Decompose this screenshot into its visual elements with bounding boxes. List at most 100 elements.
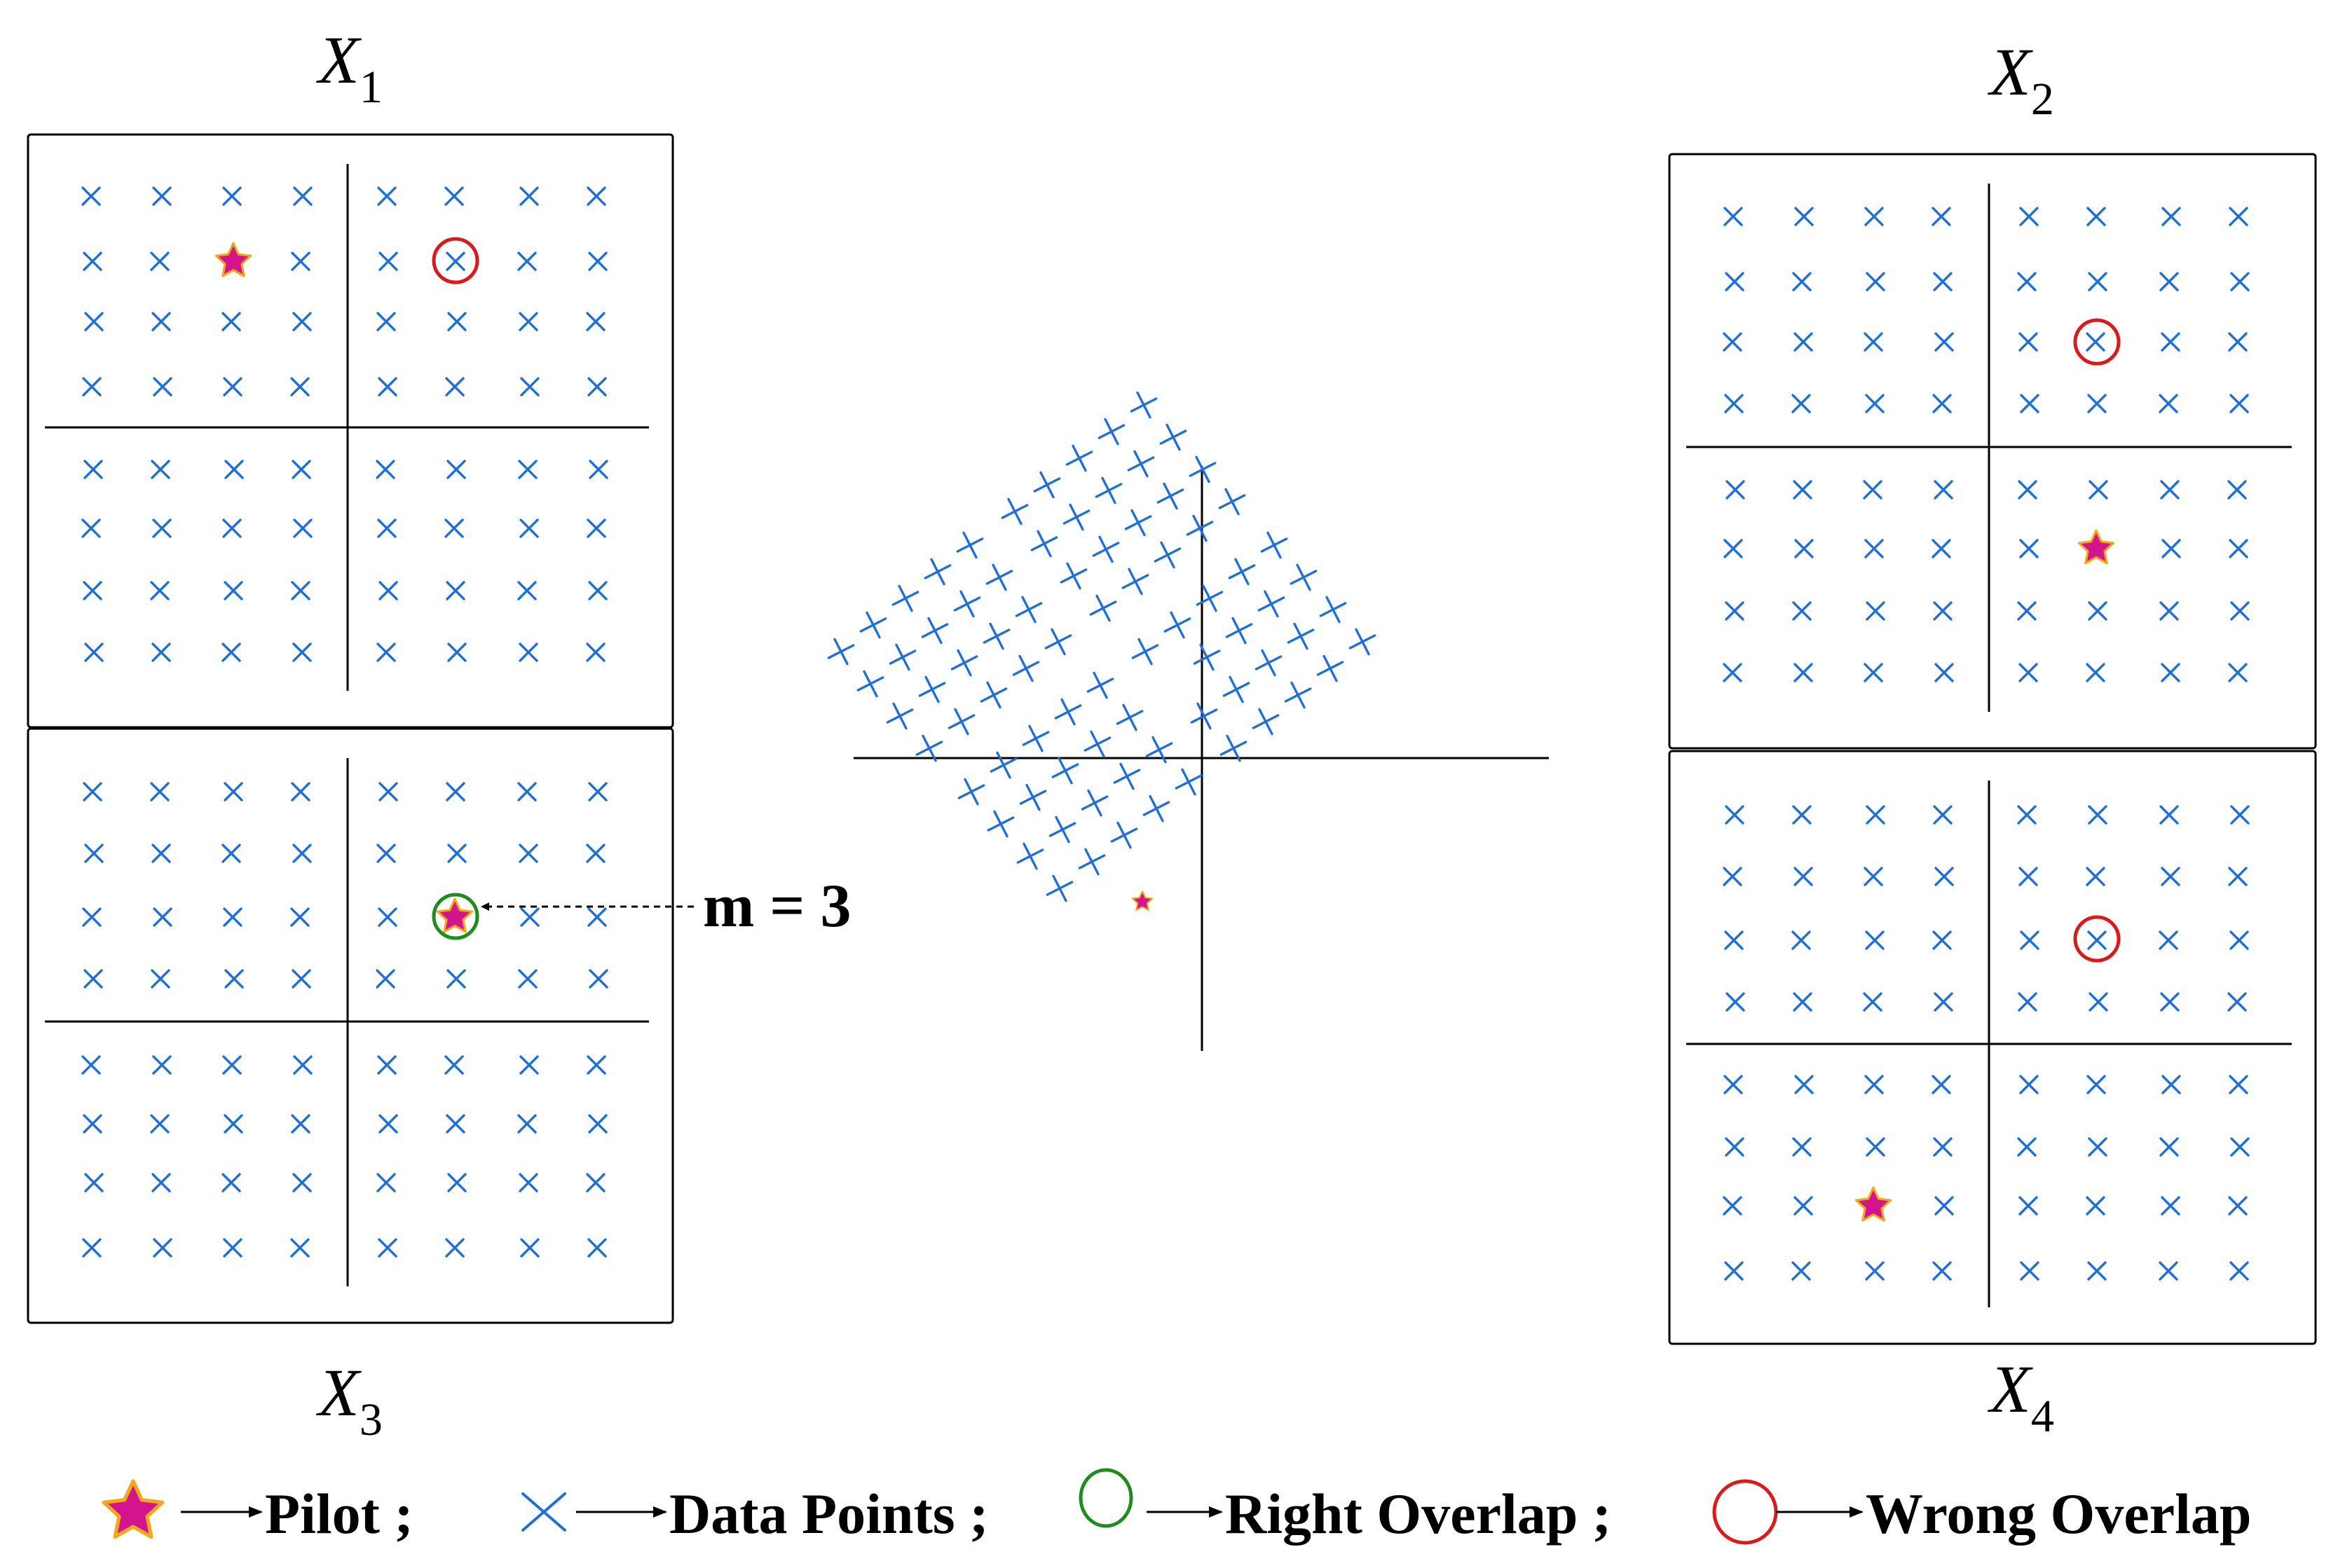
data-point [1051, 757, 1079, 785]
panel-title: X2 [1987, 34, 2054, 125]
data-point [82, 377, 102, 397]
data-point [519, 186, 539, 206]
data-point [1792, 805, 1812, 825]
data-point [2229, 930, 2249, 950]
data-point [376, 969, 395, 989]
data-point [586, 844, 606, 863]
data-point [1863, 992, 1882, 1012]
data-point [150, 782, 170, 802]
data-point [2229, 207, 2248, 226]
panel-x1: X1 [27, 22, 674, 729]
data-point [2087, 1261, 2107, 1281]
data-point [2018, 332, 2038, 352]
data-point [81, 1055, 101, 1075]
data-point [444, 1055, 464, 1075]
data-point [588, 782, 608, 802]
data-point [83, 782, 102, 802]
data-point [1865, 1261, 1885, 1281]
data-point [1222, 675, 1250, 703]
data-point [2159, 394, 2178, 413]
data-point [2086, 663, 2105, 682]
legend-item-wrong: Wrong Overlap [1712, 1479, 2252, 1546]
data-point [446, 782, 465, 802]
data-point [151, 844, 171, 863]
data-point [1932, 539, 1951, 558]
data-point [1130, 391, 1158, 419]
data-point [152, 518, 172, 538]
data-point [1131, 638, 1159, 666]
data-point [151, 969, 170, 989]
data-point [150, 252, 170, 271]
data-point [223, 377, 242, 397]
data-point [2229, 1075, 2248, 1094]
data-point [84, 844, 104, 863]
data-point [1793, 1196, 1813, 1216]
data-point [980, 681, 1008, 709]
data-point [1287, 622, 1315, 650]
data-point [293, 518, 313, 538]
data-point [1142, 795, 1170, 823]
data-point [587, 377, 607, 397]
data-point [378, 907, 397, 927]
data-point [1864, 867, 1883, 886]
data-point [520, 1238, 540, 1258]
data-point [290, 1238, 310, 1258]
data-point [1228, 558, 1256, 586]
data-point [1933, 805, 1953, 825]
data-point [921, 617, 949, 645]
data-point [378, 1114, 398, 1134]
data-point [2161, 1075, 2181, 1094]
data-point [1290, 563, 1318, 591]
data-point [1060, 562, 1088, 590]
data-point [1078, 848, 1106, 876]
data-point [222, 1055, 242, 1075]
data-point [856, 670, 884, 698]
data-point [519, 1173, 538, 1192]
data-point [1794, 539, 1814, 558]
data-point [376, 642, 396, 662]
data-point [221, 642, 241, 662]
data-point [1725, 480, 1745, 500]
data-point [152, 186, 172, 206]
data-point [81, 186, 101, 206]
data-point [1932, 1075, 1951, 1094]
data-point [1792, 601, 1812, 621]
data-point [1932, 207, 1951, 226]
data-point [445, 1238, 465, 1258]
data-point [152, 1055, 172, 1075]
data-point [586, 642, 606, 662]
data-point [1083, 730, 1112, 758]
data-point [378, 377, 397, 397]
data-point [1793, 992, 1812, 1012]
data-point [222, 518, 242, 538]
data-point [293, 1055, 313, 1075]
data-point [81, 518, 101, 538]
pilot-star-icon [214, 242, 252, 277]
data-point [376, 460, 395, 479]
annotation-label: m = 3 [703, 872, 851, 940]
data-point [2159, 930, 2178, 950]
legend-label: Data Points ; [669, 1482, 989, 1546]
data-point [1793, 867, 1813, 886]
data-point [446, 252, 465, 271]
data-point [2088, 272, 2107, 291]
data-point [1348, 628, 1376, 656]
data-point [2087, 930, 2107, 950]
data-point [1725, 805, 1744, 825]
data-point [587, 907, 607, 927]
data-point [292, 844, 312, 863]
panel-frame [27, 133, 674, 729]
data-point [1723, 332, 1742, 352]
data-point [1793, 663, 1813, 682]
data-point [2087, 394, 2107, 413]
data-point [1081, 789, 1109, 817]
data-point [1864, 332, 1883, 352]
data-point [1062, 503, 1091, 531]
legend-label: Pilot ; [265, 1482, 413, 1546]
data-point [1934, 480, 1953, 500]
data-point [891, 584, 920, 612]
data-point [151, 460, 170, 479]
data-point [2228, 332, 2248, 352]
data-point [2019, 539, 2039, 558]
